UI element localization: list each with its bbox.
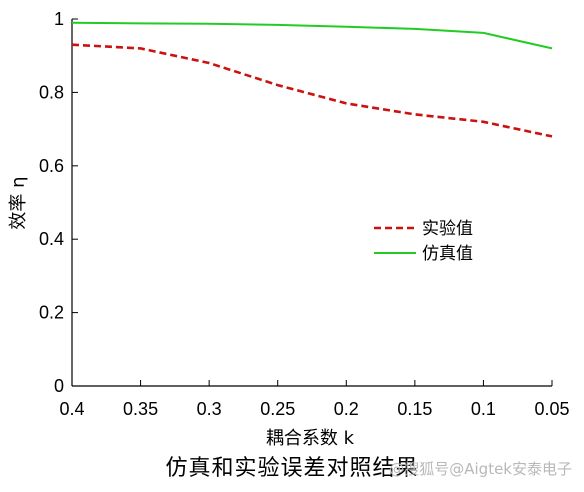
series-layer (71, 21, 553, 138)
y-tick-label: 1 (54, 9, 64, 29)
x-tick-label: 0.1 (471, 399, 496, 419)
y-axis-label: 效率 η (8, 176, 29, 229)
x-tick-label: 0.2 (334, 399, 359, 419)
watermark: @搜狐号@Aigtek安泰电子 (389, 460, 572, 478)
y-tick-label: 0.8 (39, 82, 64, 102)
x-tick-label: 0.3 (197, 399, 222, 419)
y-tick-label: 0 (54, 376, 64, 396)
series-line-0 (71, 43, 553, 138)
x-tick-label: 0.15 (397, 399, 432, 419)
y-tick-label: 0.2 (39, 303, 64, 323)
y-tick-label: 0.6 (39, 156, 64, 176)
axes (71, 19, 552, 387)
y-axis-ticks: 0 0.2 0.4 0.6 0.8 1 (39, 9, 78, 396)
x-tick-label: 0.35 (123, 399, 158, 419)
legend-label-1: 仿真值 (422, 244, 473, 264)
figure-caption: 仿真和实验误差对照结果 (165, 456, 419, 481)
chart: 0.4 0.35 0.3 0.25 0.2 0.15 0.1 0.05 00.20.40.60… (8, 9, 570, 449)
x-tick-label: 0.05 (534, 399, 569, 419)
series-line-1 (71, 21, 553, 50)
x-axis-ticks: 0.4 0.35 0.3 0.25 0.2 0.15 0.1 0.05 (59, 380, 570, 419)
legend-label-0: 实验值 (422, 219, 473, 239)
y-tick-label: 0.4 (39, 229, 64, 249)
x-axis-label: 耦合系数 k (266, 428, 355, 449)
x-tick-label: 0.25 (260, 399, 295, 419)
x-tick-label: 0.4 (59, 399, 84, 419)
